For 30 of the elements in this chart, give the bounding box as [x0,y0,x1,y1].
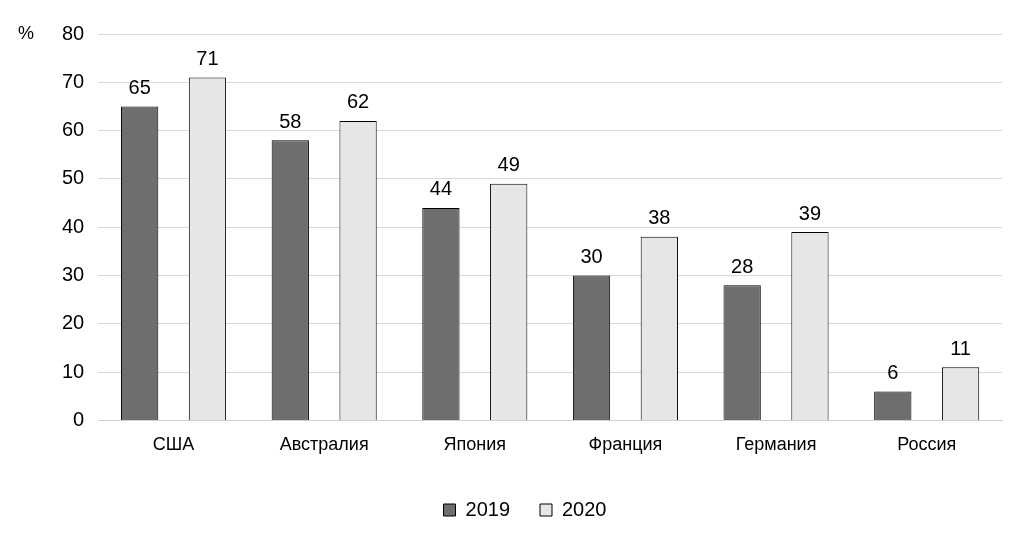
data-label: 38 [648,206,671,229]
legend-label: 2019 [465,497,511,520]
x-tick-label: Австралия [279,434,369,455]
x-tick-label: Германия [735,434,817,455]
x-tick-label: Россия [897,434,957,455]
data-label: 65 [128,75,151,98]
data-label: 28 [731,254,754,277]
x-tick-label: Франция [588,434,663,455]
data-label: 39 [798,201,822,224]
data-label: 62 [346,90,370,113]
y-tick-label: 80 [62,21,85,44]
x-tick-label: Япония [443,434,507,455]
data-label: 44 [429,177,453,200]
y-tick-label: 0 [73,407,85,430]
y-axis-title: % [18,22,35,43]
y-tick-label: 30 [62,263,85,286]
y-tick-label: 70 [62,69,85,92]
data-label: 58 [279,109,302,132]
y-tick-label: 50 [62,166,85,189]
legend-label: 2020 [562,497,607,520]
data-label: 49 [497,153,520,176]
y-tick-label: 20 [62,311,85,334]
x-tick-label: США [152,434,195,455]
y-tick-label: 40 [62,214,85,237]
data-label: 30 [580,245,603,268]
y-tick-label: 10 [62,359,85,382]
y-tick-label: 60 [62,118,85,141]
data-label: 11 [950,336,971,359]
data-label: 6 [887,360,899,383]
data-label: 71 [196,46,219,69]
